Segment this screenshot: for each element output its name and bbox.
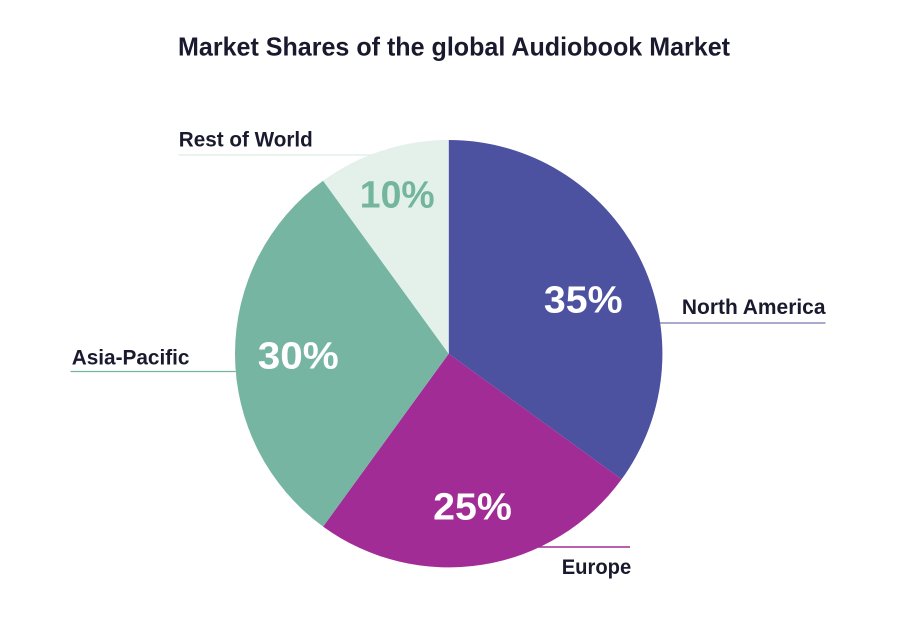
svg-text:North America: North America (682, 296, 826, 319)
svg-text:30%: 30% (258, 336, 339, 378)
svg-text:10%: 10% (360, 175, 435, 217)
svg-text:25%: 25% (433, 487, 512, 529)
svg-text:Rest of World: Rest of World (179, 129, 313, 152)
svg-text:Europe: Europe (562, 556, 632, 579)
svg-text:35%: 35% (544, 280, 623, 322)
svg-text:Asia-Pacific: Asia-Pacific (72, 346, 190, 369)
svg-text:Market Shares of the global Au: Market Shares of the global Audiobook Ma… (178, 31, 730, 61)
